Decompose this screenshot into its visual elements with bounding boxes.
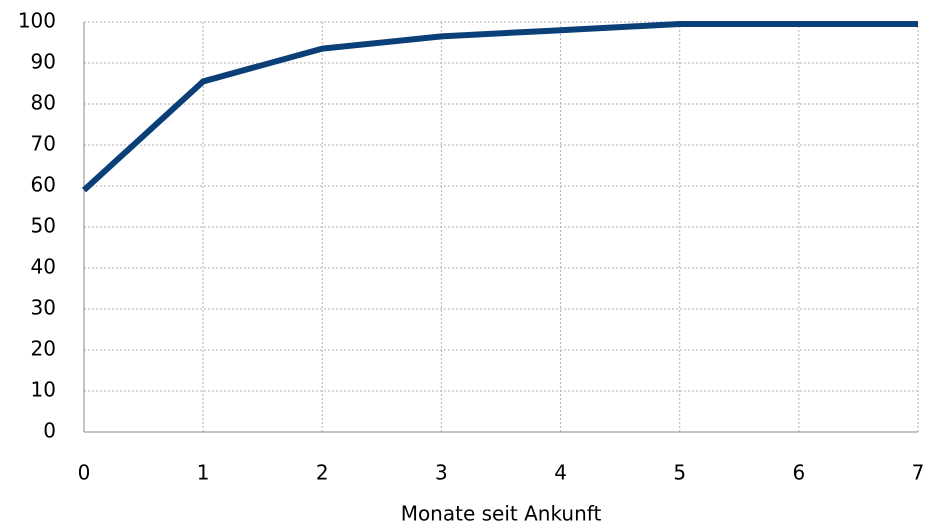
x-tick-label: 2 [316, 461, 329, 485]
y-tick-label: 30 [31, 296, 56, 320]
x-tick-label: 4 [554, 461, 567, 485]
y-tick-label: 100 [18, 9, 56, 33]
y-tick-label: 20 [31, 337, 56, 361]
y-tick-label: 50 [31, 214, 56, 238]
y-tick-label: 0 [43, 419, 56, 443]
y-tick-label: 60 [31, 173, 56, 197]
y-tick-label: 80 [31, 91, 56, 115]
x-tick-label: 7 [912, 461, 925, 485]
line-series [81, 21, 918, 193]
x-tick-label: 1 [197, 461, 210, 485]
x-tick-label: 3 [435, 461, 448, 485]
x-tick-label: 6 [792, 461, 805, 485]
y-tick-label: 40 [31, 255, 56, 279]
y-tick-label: 70 [31, 132, 56, 156]
y-tick-label: 10 [31, 378, 56, 402]
x-tick-label: 0 [78, 461, 91, 485]
x-axis-label: Monate seit Ankunft [401, 502, 602, 526]
x-tick-label: 5 [673, 461, 686, 485]
y-tick-label: 90 [31, 50, 56, 74]
